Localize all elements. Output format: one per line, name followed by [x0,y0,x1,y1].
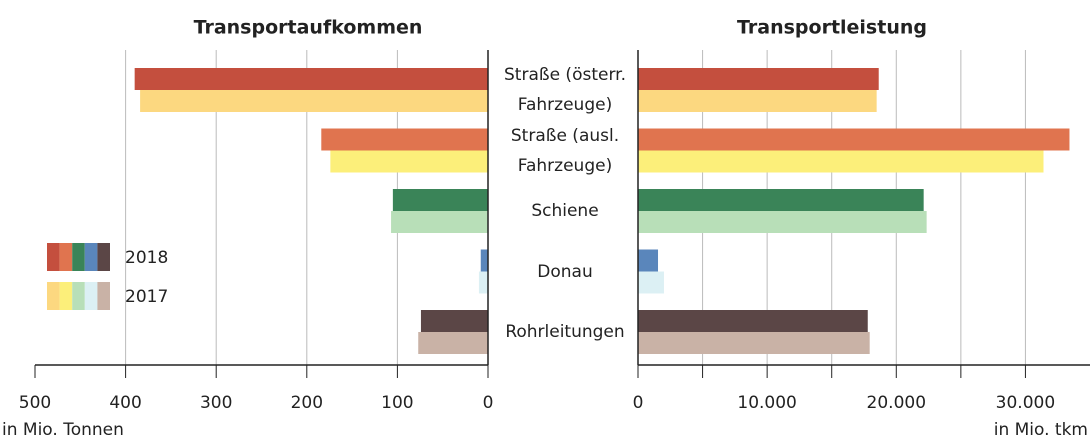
bar [330,150,488,173]
legend-swatch [72,282,85,310]
legend-label: 2018 [125,248,168,268]
x-tick-label: 300 [200,393,232,413]
bar [638,90,877,112]
category-label: Straße (ausl. Fahrzeuge) [510,125,620,176]
bar [478,271,488,294]
legend-swatch [47,282,60,310]
bar [638,249,659,272]
bar [638,310,868,332]
x-tick-label: 500 [19,393,51,413]
x-tick-label: 0 [483,393,494,413]
bar [480,249,488,272]
x-tick-label: 200 [291,393,323,413]
bar [638,332,870,354]
bar [140,90,488,112]
bar [134,68,488,90]
bar [638,68,879,90]
bar [420,310,488,332]
category-label: Schiene [531,201,599,221]
bar [638,128,1070,151]
bar [638,211,927,233]
bar [638,271,664,294]
category-label: Rohrleitungen [505,322,625,342]
legend-swatch [47,243,60,271]
category-label: Donau [537,261,593,282]
category-label: Straße (österr. Fahrzeuge) [504,65,626,115]
legend-swatch [97,282,110,310]
bar [638,150,1044,173]
legend-swatch [84,243,98,271]
legend-swatch [59,282,73,310]
chart-title: Transportleistung [737,17,927,39]
x-tick-label: 20.000 [867,393,926,413]
x-axis-label: in Mio. Tonnen [2,420,124,439]
legend-swatch [72,243,85,271]
x-tick-label: 10.000 [737,393,796,413]
bar [321,128,488,151]
bar [418,332,488,354]
legend-label: 2017 [125,287,168,307]
legend-swatch [84,282,98,310]
legend-swatch [97,243,110,271]
legend-swatch [59,243,73,271]
bar [391,211,488,233]
x-tick-label: 100 [381,393,413,413]
x-tick-label: 0 [633,393,644,413]
bar [638,189,924,211]
x-tick-label: 400 [109,393,141,413]
x-axis-label: in Mio. tkm [994,420,1088,439]
bar [392,189,488,211]
x-tick-label: 30.000 [996,393,1055,413]
chart-title: Transportaufkommen [194,17,423,39]
